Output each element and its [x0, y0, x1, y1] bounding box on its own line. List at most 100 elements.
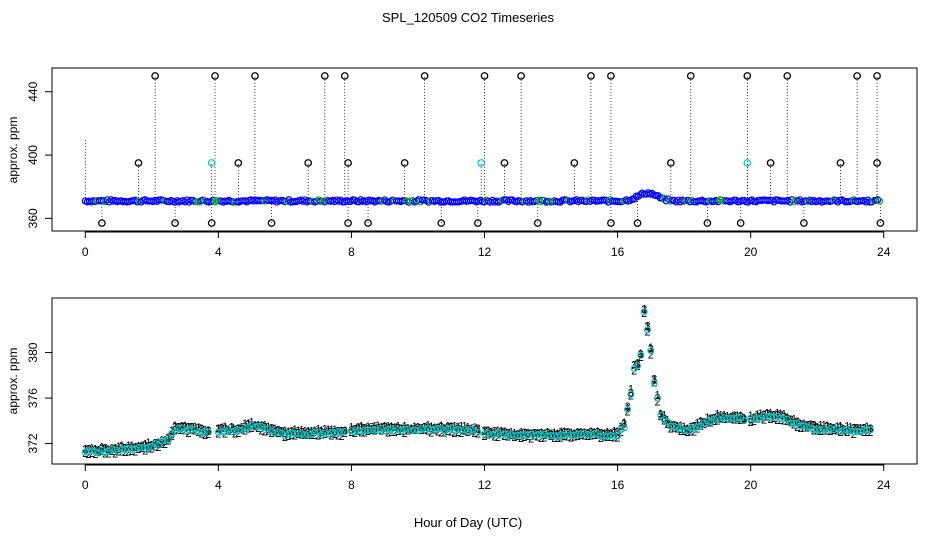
series-point [391, 427, 399, 435]
series-point [201, 427, 209, 435]
series-point-label: 1 [814, 422, 820, 434]
series-point-label: 3 [565, 427, 571, 439]
outlier-point [607, 219, 615, 227]
y-tick-label: 372 [26, 433, 40, 453]
series-point-label: 2 [172, 424, 178, 436]
series-point [161, 436, 169, 445]
series-point-label: 2 [112, 448, 118, 460]
series-point-label: 1 [535, 427, 541, 439]
x-tick-label: 12 [478, 245, 492, 259]
series-point-label: 3 [305, 427, 311, 439]
series-point-label: 2 [648, 350, 654, 362]
series-point [417, 425, 425, 433]
series-point-label: 1 [611, 425, 617, 437]
x-tick-label: 16 [611, 478, 625, 492]
series-point [188, 425, 196, 433]
series-point [627, 390, 635, 398]
series-point [301, 431, 309, 439]
figure-title: SPL_120509 CO2 Timeseries [382, 10, 554, 25]
series-point-label: 2 [525, 431, 531, 443]
series-point [424, 424, 432, 433]
series-point [640, 308, 648, 316]
series-point [584, 431, 592, 439]
series-point-label: 1 [109, 443, 115, 455]
series-point-label: 1 [768, 408, 774, 420]
series-point-label: 2 [761, 414, 767, 426]
y-tick-label: 380 [26, 342, 40, 362]
series-point-label: 1 [139, 440, 145, 452]
series-point [806, 424, 815, 432]
outlier-point [98, 219, 106, 227]
series-point [268, 427, 276, 435]
series-point-label: 2 [448, 427, 454, 439]
series-point-label: 3 [485, 425, 491, 437]
series-point [740, 417, 748, 425]
series-point [866, 426, 874, 434]
series-point [490, 430, 499, 438]
series-point [510, 432, 518, 440]
series-point [457, 426, 465, 434]
series-point-label: 1 [811, 420, 817, 432]
outlier-point [400, 159, 409, 167]
series-point [763, 412, 771, 420]
series-point [860, 426, 868, 434]
series-point-label: 2 [372, 426, 378, 438]
series-point [850, 428, 858, 436]
series-point-label: 3 [395, 423, 401, 435]
series-point [204, 428, 212, 436]
series-point-label: 2 [422, 425, 428, 437]
series-point [311, 428, 319, 436]
series-point-label: 3 [811, 420, 817, 432]
series-point-label: 3 [355, 423, 361, 435]
series-point-label: 3 [378, 422, 384, 434]
series-point-label: 2 [232, 428, 238, 440]
series-point [297, 430, 306, 438]
series-point-label: 2 [561, 431, 567, 443]
series-point-label: 2 [691, 427, 697, 439]
series-point [231, 427, 239, 435]
series-point-label: 1 [305, 426, 311, 438]
series-point [710, 415, 718, 423]
y-tick-label: 440 [26, 81, 40, 101]
series-point-label: 1 [325, 424, 331, 436]
series-point-label: 2 [458, 428, 464, 440]
series-point-label: 1 [189, 421, 195, 433]
series-point-label: 2 [125, 447, 131, 459]
series-point [394, 425, 402, 434]
series-point [687, 424, 695, 432]
series-point-label: 2 [774, 415, 780, 427]
series-point-label: 2 [115, 447, 121, 459]
series-point-label: 2 [328, 430, 334, 442]
series-point-label: 1 [219, 422, 225, 434]
series-point-label: 1 [495, 425, 501, 437]
series-point [218, 428, 226, 436]
series-point-label: 2 [654, 397, 660, 409]
baseline-point [790, 198, 798, 206]
series-point-label: 1 [748, 410, 754, 422]
series-point-label: 3 [368, 422, 374, 434]
series-point-label: 2 [471, 428, 477, 440]
series-point-label: 2 [701, 419, 707, 431]
series-point-label: 3 [342, 425, 348, 437]
bottom-y-axis-label: approx. ppm [6, 348, 20, 415]
series-point [271, 429, 279, 437]
series-point-label: 3 [501, 426, 507, 438]
series-point-label: 2 [475, 429, 481, 441]
series-point-label: 3 [664, 416, 670, 428]
outlier-point [517, 72, 525, 80]
series-point-label: 2 [771, 413, 777, 425]
series-point-label: 2 [731, 414, 737, 426]
series-point [164, 436, 172, 444]
series-point [411, 426, 419, 434]
outlier-point [364, 219, 372, 227]
series-point-label: 2 [342, 428, 348, 440]
series-point [444, 425, 452, 433]
series-point [680, 426, 688, 434]
outlier-point [800, 219, 808, 227]
series-point-label: 1 [701, 416, 707, 428]
series-point [254, 422, 262, 430]
x-tick-label: 12 [478, 478, 492, 492]
series-point [397, 426, 405, 434]
series-point [587, 431, 595, 439]
outlier-point [344, 159, 352, 167]
